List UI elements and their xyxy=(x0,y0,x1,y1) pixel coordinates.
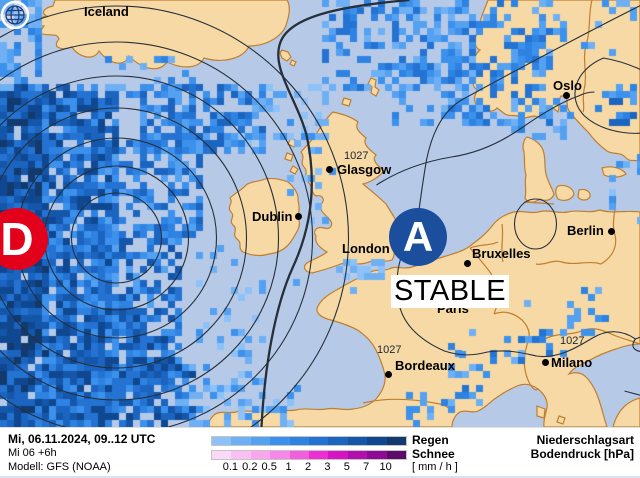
rain-segment-6 xyxy=(328,437,348,445)
pressure-center-high: A xyxy=(389,208,447,266)
rain-segment-2 xyxy=(250,437,271,445)
isobar-value-label-2: 1027 xyxy=(560,335,585,347)
legend-bar: Mi, 06.11.2024, 09..12 UTC Mi 06 +6h Mod… xyxy=(0,427,640,478)
city-label-glasgow: Glasgow xyxy=(337,162,392,177)
isobar-value-label-1: 1027 xyxy=(377,344,402,356)
colorbar-ticks: 0.1 0.2 0.5 1 2 3 5 7 10 xyxy=(211,461,405,473)
city-label-dublin: Dublin xyxy=(252,209,293,224)
city-label-iceland: Iceland xyxy=(84,4,129,19)
rain-segment-5 xyxy=(309,437,329,445)
globe-logo-icon xyxy=(0,0,30,30)
rain-segment-4 xyxy=(289,437,310,445)
city-dot-milano xyxy=(541,358,549,366)
tick-label-1: 1 xyxy=(285,461,292,473)
city-label-milano: Milano xyxy=(551,355,593,370)
tick-label-2: 2 xyxy=(304,461,312,473)
tick-label-7: 7 xyxy=(363,461,370,473)
snow-segment-2 xyxy=(250,451,271,459)
tick-label-5: 5 xyxy=(343,461,350,473)
snow-segment-6 xyxy=(328,451,348,459)
rain-segment-9 xyxy=(386,437,407,445)
rain-label: Regen xyxy=(412,433,449,447)
snow-colorbar xyxy=(211,450,407,460)
model-run: Mi 06 +6h xyxy=(8,447,57,459)
snow-segment-5 xyxy=(309,451,329,459)
city-label-london: London xyxy=(342,241,390,256)
city-layer: Iceland Oslo Glasgow Dublin London Bruxelles P… xyxy=(84,4,615,378)
snow-segment-1 xyxy=(231,451,251,459)
rain-segment-0 xyxy=(212,437,232,445)
pressure-center-low: D xyxy=(0,208,48,270)
stability-label: STABLE xyxy=(391,275,509,308)
model-name: Modell: GFS (NOAA) xyxy=(8,461,111,473)
city-label-bordeaux: Bordeaux xyxy=(395,358,455,373)
isobar-value-label-0: 1027 xyxy=(344,150,369,162)
city-dot-glasgow xyxy=(325,165,333,173)
rain-segment-8 xyxy=(367,437,387,445)
snow-label: Schnee xyxy=(412,447,455,461)
city-label-oslo: Oslo xyxy=(553,78,582,93)
city-dot-oslo xyxy=(562,91,570,99)
snow-segment-0 xyxy=(212,451,232,459)
city-label-bruxelles: Bruxelles xyxy=(472,246,531,261)
rain-segment-7 xyxy=(347,437,368,445)
rain-segment-3 xyxy=(270,437,290,445)
tick-label-10: 10 xyxy=(379,461,392,473)
tick-label-3: 3 xyxy=(324,461,331,473)
city-dot-dublin xyxy=(294,212,302,220)
rain-colorbar xyxy=(211,436,407,446)
snow-segment-9 xyxy=(386,451,407,459)
city-dot-berlin xyxy=(607,227,615,235)
map-area: Iceland Oslo Glasgow Dublin London Bruxelles P… xyxy=(0,0,640,427)
city-label-berlin: Berlin xyxy=(567,223,604,238)
city-dot-bordeaux xyxy=(384,370,392,378)
legend-title-pressure: Bodendruck [hPa] xyxy=(530,447,634,461)
unit-label: [ mm / h ] xyxy=(412,461,458,473)
snow-segment-8 xyxy=(367,451,387,459)
valid-time: Mi, 06.11.2024, 09..12 UTC xyxy=(8,432,156,446)
tick-label-0.2: 0.2 xyxy=(242,461,258,473)
rain-segment-1 xyxy=(231,437,251,445)
tick-label-0.1: 0.1 xyxy=(222,461,239,473)
isobar-label-layer: 1027 1027 1027 xyxy=(344,150,585,356)
legend-title-precip-type: Niederschlagsart xyxy=(536,433,634,447)
bottom-strip xyxy=(0,476,640,478)
snow-segment-3 xyxy=(270,451,290,459)
snow-segment-4 xyxy=(289,451,310,459)
tick-label-0.5: 0.5 xyxy=(261,461,277,473)
city-dot-bruxelles xyxy=(463,259,471,267)
snow-segment-7 xyxy=(347,451,368,459)
